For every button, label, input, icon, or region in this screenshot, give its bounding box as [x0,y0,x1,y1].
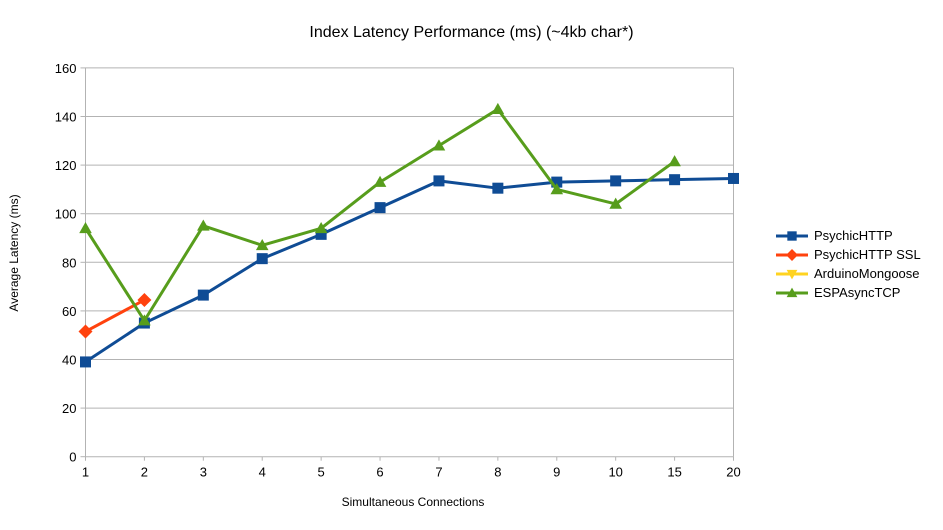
legend-entry-psychichttp-ssl: PsychicHTTP SSL [775,245,921,264]
data-point-marker [373,175,387,187]
legend-label: ESPAsyncTCP [814,285,901,300]
x-axis-title: Simultaneous Connections [341,495,485,509]
y-tick-label: 80 [62,255,76,270]
legend-label: PsychicHTTP SSL [814,247,921,262]
data-point-marker [137,292,152,307]
data-point-marker [314,221,328,234]
data-point-marker [138,314,151,326]
data-point-marker [609,197,622,209]
data-point-marker [197,289,209,301]
y-tick-label: 140 [55,110,77,125]
data-point-marker [787,230,797,241]
data-point-marker [80,356,91,368]
series-psychichttp-line [84,176,734,364]
data-point-marker [492,182,504,194]
data-point-marker [669,174,681,186]
data-point-marker [551,176,563,188]
data-point-marker [78,324,93,339]
legend-square-marker-icon [776,230,808,241]
x-tick-label: 2 [141,465,148,480]
series-espasynctcp-line [84,107,676,323]
legend-entry-arduinomongoose: ArduinoMongoose [775,264,921,283]
data-point-marker [197,219,210,231]
x-tick-label: 8 [494,465,501,480]
y-axis-title: Average Latency (ms) [7,194,21,312]
data-point-marker [786,248,798,261]
x-tick-label: 15 [667,465,681,480]
y-tick-label: 120 [55,158,77,173]
y-tick-label: 0 [69,450,76,465]
data-point-marker [374,202,386,214]
data-point-marker [255,238,269,251]
data-point-marker [433,175,445,187]
data-point-marker [79,221,92,234]
legend-triangle-up-marker-icon [776,287,808,297]
y-tick-label: 60 [62,304,76,319]
legend-diamond-marker-icon [776,248,808,261]
x-tick-label: 20 [726,465,740,480]
x-tick-label: 3 [200,465,207,480]
chart-legend: PsychicHTTP PsychicHTTP SSL ArduinoMongoos… [775,226,921,302]
data-point-marker [491,102,505,115]
y-tick-label: 40 [62,353,76,368]
y-tick-label: 160 [55,61,77,76]
data-point-marker [315,228,327,240]
y-tick-label: 20 [62,401,76,416]
data-point-marker [668,155,681,167]
x-tick-label: 4 [259,465,266,480]
data-point-marker [786,287,798,297]
data-point-marker [728,172,739,184]
x-tick-label: 9 [553,465,560,480]
legend-entry-espasynctcp: ESPAsyncTCP [775,283,921,302]
legend-label: ArduinoMongoose [814,266,920,281]
data-point-marker [786,269,798,279]
x-tick-label: 7 [435,465,442,480]
data-point-marker [256,253,268,265]
legend-label: PsychicHTTP [814,228,893,243]
legend-entry-psychichttp: PsychicHTTP [775,226,921,245]
legend-triangle-down-marker-icon [776,269,808,279]
x-tick-label: 5 [318,465,325,480]
chart-title: Index Latency Performance (ms) (~4kb cha… [309,24,634,41]
x-tick-label: 6 [376,465,383,480]
x-tick-label: 10 [608,465,622,480]
x-tick-label: 1 [82,465,89,480]
data-point-marker [610,175,622,187]
y-tick-label: 100 [55,207,77,222]
data-point-marker [432,139,446,151]
data-point-marker [550,183,564,195]
